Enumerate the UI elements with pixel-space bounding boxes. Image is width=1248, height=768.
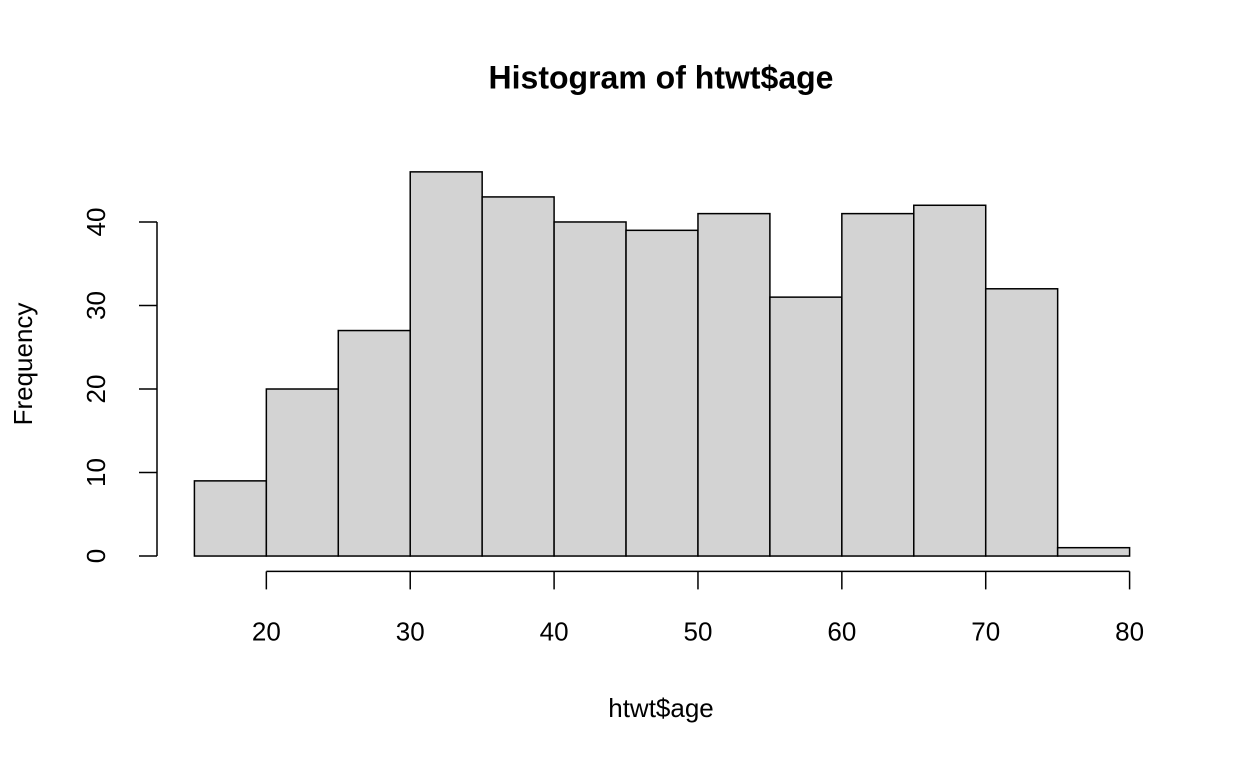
y-axis-label: Frequency <box>8 303 38 426</box>
x-tick-label: 20 <box>252 616 281 646</box>
y-tick-label: 40 <box>81 208 111 237</box>
bar <box>625 229 699 557</box>
y-tick-label: 30 <box>81 291 111 320</box>
x-tick-label: 70 <box>971 616 1000 646</box>
x-tick-label: 50 <box>684 616 713 646</box>
bar <box>481 196 555 557</box>
x-axis-label: htwt$age <box>608 693 714 723</box>
y-tick-label: 0 <box>81 549 111 563</box>
y-tick-label: 20 <box>81 375 111 404</box>
bar <box>1056 546 1131 557</box>
bar <box>913 204 987 557</box>
x-tick-label: 30 <box>396 616 425 646</box>
x-tick-label: 60 <box>827 616 856 646</box>
x-tick-label: 40 <box>540 616 569 646</box>
bar <box>553 221 627 557</box>
x-tick-label: 80 <box>1115 616 1144 646</box>
bar <box>265 388 340 557</box>
bar <box>193 480 268 557</box>
chart-title: Histogram of htwt$age <box>489 59 834 95</box>
bar <box>697 212 771 557</box>
y-tick-label: 10 <box>81 458 111 487</box>
bar <box>409 171 483 557</box>
bar <box>337 329 411 557</box>
bar <box>769 296 843 557</box>
bar <box>841 212 915 557</box>
bar <box>984 288 1059 557</box>
